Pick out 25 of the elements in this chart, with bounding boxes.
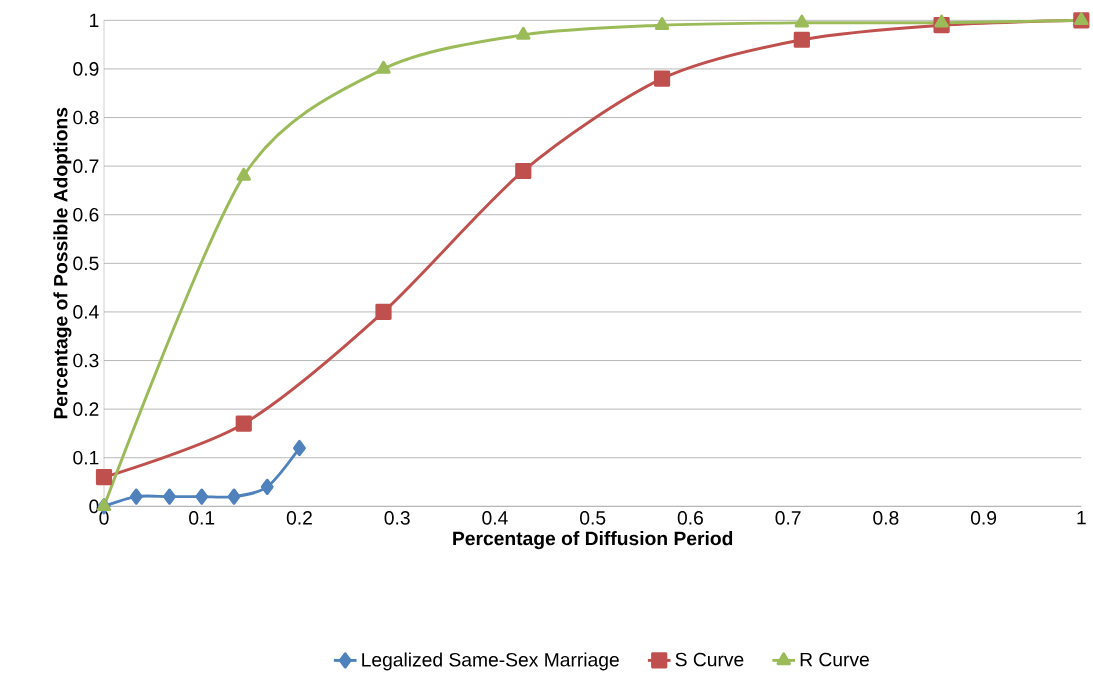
- y-tick-label: 0.6: [73, 207, 99, 222]
- y-axis-title: Percentage of Possible Adoptions: [53, 107, 72, 419]
- y-tick-label: 0.4: [73, 305, 99, 319]
- x-tick-label: 0.3: [384, 511, 410, 525]
- x-tick-label: 0.1: [189, 511, 215, 525]
- x-tick-label: 0.9: [970, 511, 997, 525]
- x-tick-label: 0.6: [677, 511, 703, 525]
- y-tick-label: 0.2: [73, 402, 99, 416]
- x-tick-label: 0.5: [580, 511, 606, 525]
- y-tick-label: 0.3: [73, 353, 99, 368]
- x-tick-label: 0.4: [482, 511, 508, 525]
- y-tick-label: 0.5: [73, 256, 99, 271]
- y-tick-label: 0.8: [73, 110, 99, 125]
- x-tick-label: 0.2: [286, 511, 312, 525]
- y-tick-label: 1: [90, 13, 99, 27]
- x-axis-title: Percentage of Diffusion Period: [453, 531, 733, 550]
- x-tick-label: 0.7: [775, 511, 801, 525]
- y-tick-label: 0.7: [73, 159, 99, 173]
- y-tick-label: 0.9: [73, 62, 99, 76]
- legend-label: Legalized Same-Sex Marriage: [362, 652, 619, 671]
- legend-label: R Curve: [800, 652, 869, 667]
- x-tick-label: 1: [1077, 511, 1086, 525]
- x-tick-label: 0.8: [873, 511, 899, 525]
- legend-label: S Curve: [675, 652, 744, 667]
- y-tick-label: 0.1: [73, 450, 99, 465]
